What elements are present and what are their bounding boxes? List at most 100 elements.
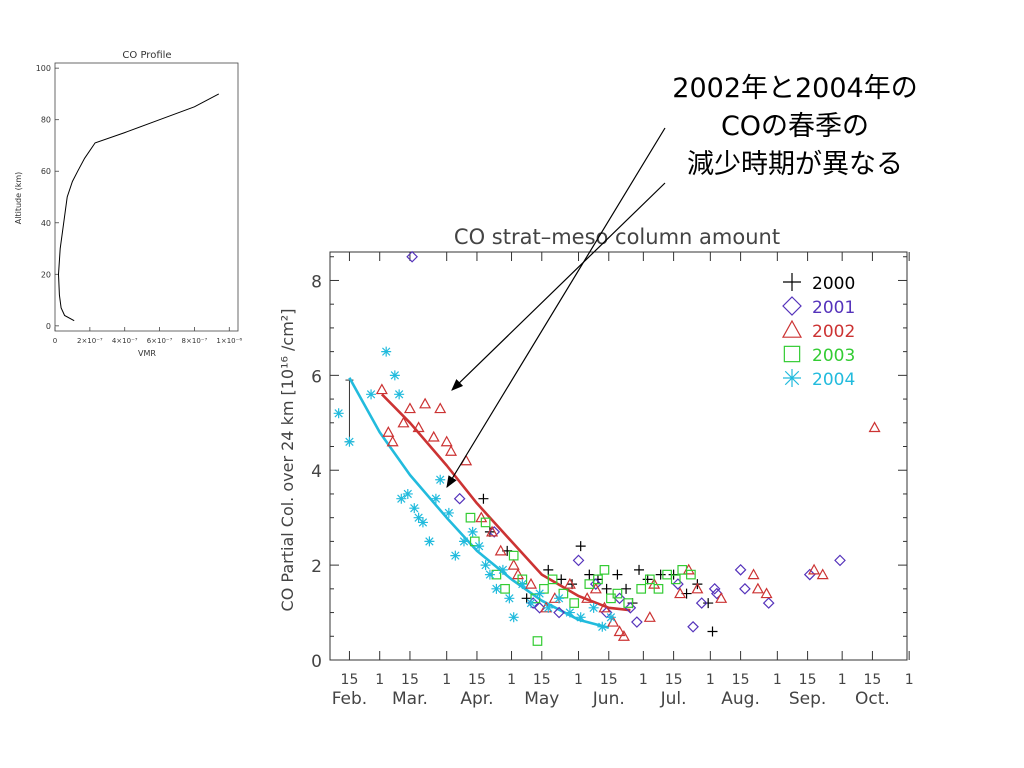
data-point-2002 — [691, 582, 704, 594]
data-point-2001 — [695, 597, 708, 609]
data-point-2002 — [715, 592, 728, 603]
data-point-2003 — [593, 574, 603, 585]
data-point-2000 — [556, 574, 567, 585]
main-title: CO strat–meso column amount — [454, 225, 780, 249]
x-tick-label: 1 — [442, 672, 451, 688]
data-point-2003 — [569, 598, 580, 608]
legend-marker-2000 — [783, 273, 801, 291]
data-point-2002 — [486, 525, 499, 537]
data-point-2002 — [507, 558, 520, 570]
profile-ytick-label: 40 — [41, 219, 51, 228]
data-point-2003 — [653, 583, 664, 594]
data-point-2002 — [598, 601, 611, 613]
profile-ytick-label: 60 — [41, 167, 51, 176]
profile-xtick-label: 4×10⁻⁷ — [112, 337, 138, 345]
data-point-2004 — [402, 488, 413, 499]
data-point-2000 — [543, 564, 554, 575]
profile-xtick-label: 2×10⁻⁷ — [77, 337, 103, 345]
data-point-2002 — [643, 611, 656, 622]
data-point-2002 — [419, 397, 432, 409]
data-point-2004 — [458, 536, 469, 547]
data-point-2003 — [644, 574, 655, 585]
data-point-2003 — [584, 579, 595, 589]
data-point-2004 — [435, 474, 446, 485]
legend-label-2000: 2000 — [812, 274, 855, 294]
y-tick-label: 2 — [311, 557, 322, 577]
x-tick-label: 15 — [732, 672, 750, 688]
data-point-2004 — [605, 612, 616, 623]
data-point-2004 — [504, 593, 515, 604]
month-label: Feb. — [332, 689, 368, 709]
x-tick-label: 1 — [507, 672, 516, 688]
data-point-2002 — [494, 544, 507, 556]
data-point-2003 — [599, 565, 610, 575]
annotation-line-3: 減少時期が異なる — [687, 149, 903, 180]
data-point-2001 — [708, 582, 721, 595]
data-point-2003 — [532, 636, 543, 646]
data-point-2003 — [623, 598, 634, 608]
data-point-2000 — [575, 541, 586, 552]
data-point-2000 — [621, 583, 632, 594]
data-point-2004 — [389, 370, 400, 381]
legend-marker-2002 — [781, 319, 803, 338]
data-point-2001 — [613, 592, 626, 605]
data-point-2003 — [686, 569, 696, 580]
data-point-2003 — [670, 574, 681, 585]
month-label: Aug. — [721, 689, 760, 709]
data-point-2003 — [500, 583, 510, 594]
data-point-2003 — [636, 583, 647, 594]
x-tick-label: 15 — [401, 672, 419, 688]
legend-label-2003: 2003 — [812, 346, 855, 366]
profile-xtick-label: 0 — [53, 337, 57, 345]
month-label: Jul. — [660, 689, 687, 709]
legend-marker-2001 — [782, 296, 802, 316]
data-point-2004 — [344, 436, 355, 447]
x-tick-label: 1 — [838, 672, 847, 688]
data-point-2002 — [868, 421, 881, 433]
annotation-line-1: 2002年と2004年の — [672, 73, 918, 104]
data-point-2000 — [703, 598, 714, 609]
data-point-2001 — [453, 492, 466, 505]
data-point-2003 — [508, 550, 519, 561]
data-point-2004 — [417, 517, 428, 528]
data-point-2003 — [480, 517, 491, 528]
profile-ytick-label: 0 — [46, 322, 51, 331]
data-point-2004 — [543, 602, 554, 613]
data-point-2001 — [589, 578, 602, 590]
profile-xlabel: VMR — [138, 349, 156, 358]
data-point-2004 — [409, 503, 420, 514]
data-point-2000 — [612, 569, 623, 580]
data-point-2000 — [601, 583, 612, 594]
data-point-2001 — [834, 554, 846, 567]
data-point-2002 — [386, 435, 399, 447]
x-tick-label: 1 — [574, 672, 583, 688]
data-point-2001 — [762, 597, 775, 609]
data-point-2004 — [394, 389, 405, 400]
profile-title: CO Profile — [122, 50, 171, 61]
profile-ytick-label: 20 — [41, 270, 51, 279]
profile-xtick-label: 6×10⁻⁷ — [147, 337, 173, 345]
data-point-2003 — [547, 574, 558, 585]
legend-marker-2003 — [783, 345, 801, 363]
data-point-2004 — [564, 607, 575, 618]
legend-label-2001: 2001 — [812, 298, 855, 318]
data-point-2001 — [572, 554, 585, 567]
month-label: Apr. — [460, 689, 493, 709]
profile-ytick-label: 80 — [41, 116, 51, 125]
data-point-2002 — [444, 445, 458, 456]
month-label: Jun. — [592, 689, 625, 709]
data-point-2000 — [584, 569, 595, 580]
legend-label-2004: 2004 — [812, 370, 855, 390]
profile-plot-frame — [54, 62, 239, 332]
data-point-2004 — [430, 493, 441, 504]
data-point-2002 — [524, 577, 537, 589]
data-point-2000 — [707, 626, 718, 637]
data-point-2002 — [375, 383, 388, 395]
legend-label-2002: 2002 — [812, 322, 855, 342]
data-point-2001 — [533, 601, 546, 614]
x-tick-label: 1 — [375, 672, 384, 688]
data-point-2002 — [760, 587, 773, 599]
data-point-2002 — [613, 625, 626, 637]
fit-line-2002 — [380, 393, 631, 612]
x-tick-label: 15 — [799, 672, 817, 688]
